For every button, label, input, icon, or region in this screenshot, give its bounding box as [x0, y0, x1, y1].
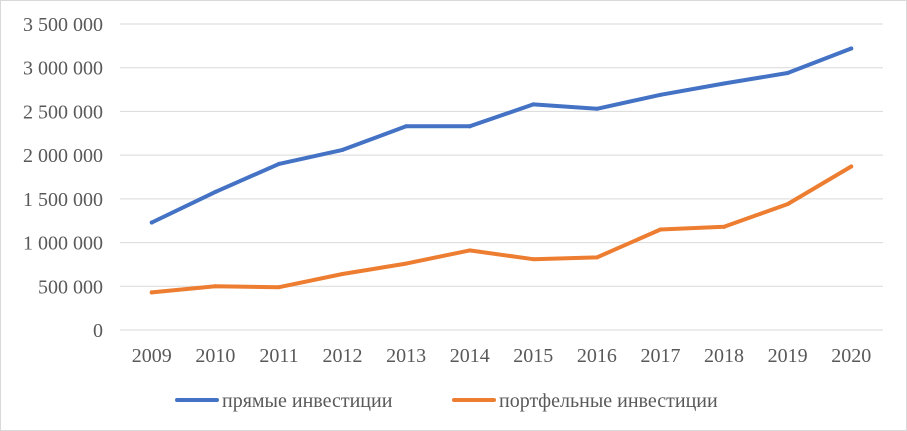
y-tick-label: 1 000 000 — [23, 233, 103, 255]
y-tick-label: 2 000 000 — [23, 145, 103, 167]
data-point — [722, 224, 727, 229]
x-tick-label: 2018 — [704, 345, 744, 367]
data-point — [467, 124, 472, 129]
data-point — [658, 92, 663, 97]
x-tick-label: 2014 — [450, 345, 490, 367]
data-point — [785, 70, 790, 75]
y-tick-label: 0 — [93, 320, 103, 342]
data-point — [340, 272, 345, 277]
data-point — [785, 202, 790, 207]
data-point — [404, 124, 409, 129]
x-tick-label: 2017 — [640, 345, 680, 367]
data-point — [531, 102, 536, 107]
data-point — [849, 46, 854, 51]
y-tick-label: 500 000 — [38, 276, 103, 298]
data-point — [594, 255, 599, 260]
y-tick-label: 3 000 000 — [23, 58, 103, 80]
y-axis-tick-labels: 0 500 000 1 000 000 1 500 000 2 000 000 2 500… — [23, 14, 103, 342]
data-point — [149, 220, 154, 225]
gridlines — [120, 23, 883, 331]
x-tick-label: 2009 — [132, 345, 172, 367]
data-point — [213, 284, 218, 289]
data-point — [149, 290, 154, 295]
data-point — [594, 106, 599, 111]
legend-label: портфельные инвестиции — [499, 390, 718, 412]
data-point — [340, 147, 345, 152]
data-point — [276, 161, 281, 166]
series-lines — [149, 46, 854, 295]
data-point — [531, 257, 536, 262]
x-tick-label: 2012 — [323, 345, 363, 367]
x-axis-tick-labels: 2009 2010 2011 2012 2013 2014 2015 2016 2017 2018… — [132, 345, 871, 367]
data-point — [849, 164, 854, 169]
data-point — [404, 261, 409, 266]
data-point — [467, 248, 472, 253]
y-tick-label: 3 500 000 — [23, 14, 103, 36]
data-point — [276, 285, 281, 290]
y-tick-label: 2 500 000 — [23, 101, 103, 123]
x-tick-label: 2010 — [195, 345, 235, 367]
data-point — [658, 227, 663, 232]
x-tick-label: 2013 — [386, 345, 426, 367]
x-tick-label: 2019 — [768, 345, 808, 367]
legend: прямые инвестиции портфельные инвестиции — [175, 390, 718, 412]
data-point — [722, 81, 727, 86]
x-tick-label: 2015 — [513, 345, 553, 367]
x-tick-label: 2011 — [259, 345, 298, 367]
series-line-1 — [149, 46, 854, 225]
data-point — [213, 189, 218, 194]
x-tick-label: 2020 — [831, 345, 871, 367]
y-tick-label: 1 500 000 — [23, 189, 103, 211]
x-tick-label: 2016 — [577, 345, 617, 367]
legend-label: прямые инвестиции — [222, 390, 393, 412]
series-line-2 — [149, 164, 854, 295]
